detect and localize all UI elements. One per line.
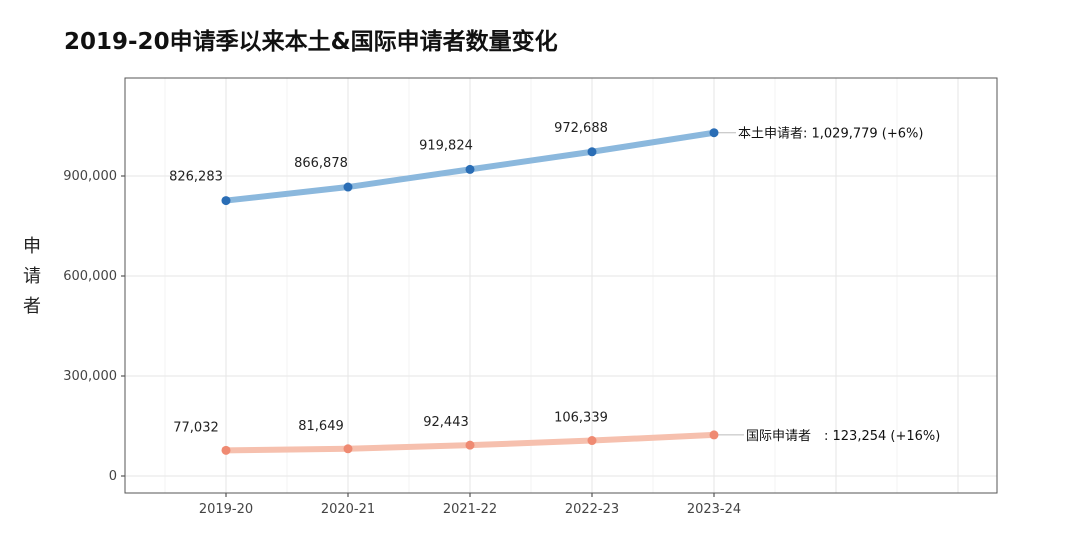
y-tick-label: 600,000: [63, 269, 117, 284]
data-point: [709, 128, 719, 138]
series-end-label: 本土申请者: 1,029,779 (+6%): [738, 127, 923, 142]
data-label: 106,339: [554, 411, 608, 426]
data-point: [221, 445, 231, 455]
data-point: [465, 440, 475, 450]
data-point: [587, 147, 597, 157]
data-label: 81,649: [298, 419, 344, 434]
series-end-label: 国际申请者 : 123,254 (+16%): [746, 429, 940, 444]
y-tick-label: 0: [109, 469, 117, 484]
x-tick-label: 2020-21: [321, 502, 375, 517]
data-point: [709, 430, 719, 440]
data-point: [465, 164, 475, 174]
data-point: [221, 196, 231, 206]
y-axis-label: 申请者: [23, 236, 41, 317]
plot-border: [124, 77, 998, 494]
x-tick-label: 2019-20: [199, 502, 253, 517]
data-point: [343, 444, 353, 454]
chart-title: 2019-20申请季以来本土&国际申请者数量变化: [64, 29, 558, 55]
y-tick-label: 300,000: [63, 369, 117, 384]
data-point: [587, 436, 597, 446]
y-tick-label: 900,000: [63, 169, 117, 184]
data-label: 77,032: [173, 420, 219, 435]
data-label: 866,878: [294, 156, 348, 171]
x-tick-label: 2023-24: [687, 502, 741, 517]
data-label: 972,688: [554, 121, 608, 136]
data-label: 919,824: [419, 138, 473, 153]
data-label: 826,283: [169, 170, 223, 185]
x-tick-label: 2021-22: [443, 502, 497, 517]
x-tick-label: 2022-23: [565, 502, 619, 517]
data-label: 92,443: [423, 415, 469, 430]
data-point: [343, 182, 353, 192]
